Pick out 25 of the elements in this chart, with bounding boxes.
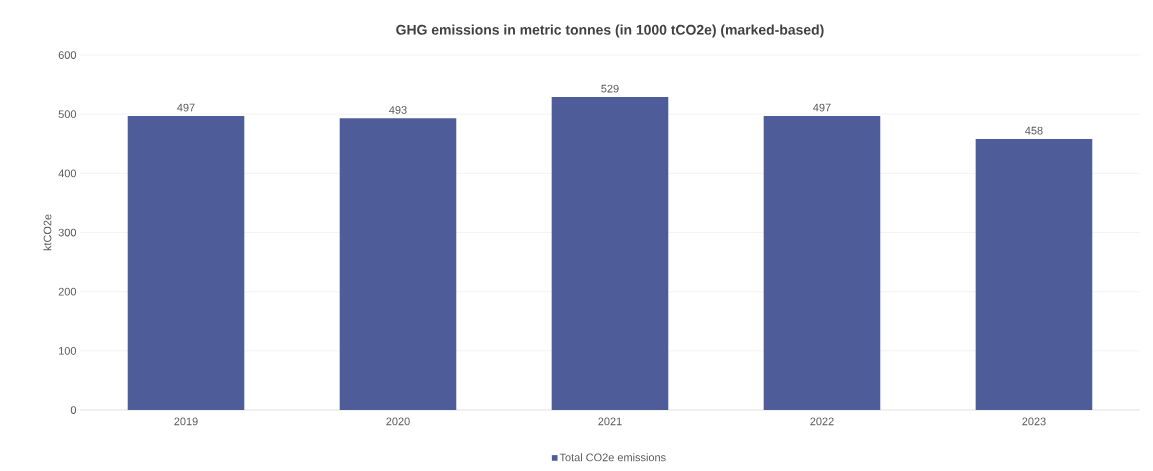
bar: [551, 97, 669, 410]
data-label: 529: [601, 84, 619, 93]
legend-label: Total CO2e emissions: [559, 453, 666, 462]
y-tick-label: 300: [58, 228, 77, 237]
x-tick-label: 2022: [810, 417, 834, 426]
data-label: 497: [177, 103, 195, 112]
y-tick-label: 600: [58, 51, 77, 59]
y-tick-label: 0: [70, 406, 77, 414]
y-tick-label: 500: [58, 110, 77, 119]
data-label: 497: [813, 103, 831, 112]
y-axis-title: ktCO2e: [43, 214, 52, 251]
y-tick-label: 200: [58, 287, 77, 296]
chart-title: GHG emissions in metric tonnes (in 1000 tCO2e) (marked-based): [396, 24, 824, 38]
data-label: 458: [1025, 126, 1043, 135]
bar: [339, 118, 457, 410]
x-tick-label: 2020: [386, 417, 410, 426]
y-tick-label: 100: [59, 346, 77, 355]
x-tick-label: 2019: [174, 417, 198, 426]
bar: [763, 115, 881, 410]
bar: [127, 115, 245, 410]
x-tick-label: 2021: [598, 417, 622, 426]
data-label: 493: [389, 106, 407, 114]
y-tick-label: 400: [58, 169, 77, 178]
bar: [975, 139, 1093, 410]
x-tick-label: 2023: [1022, 417, 1046, 426]
